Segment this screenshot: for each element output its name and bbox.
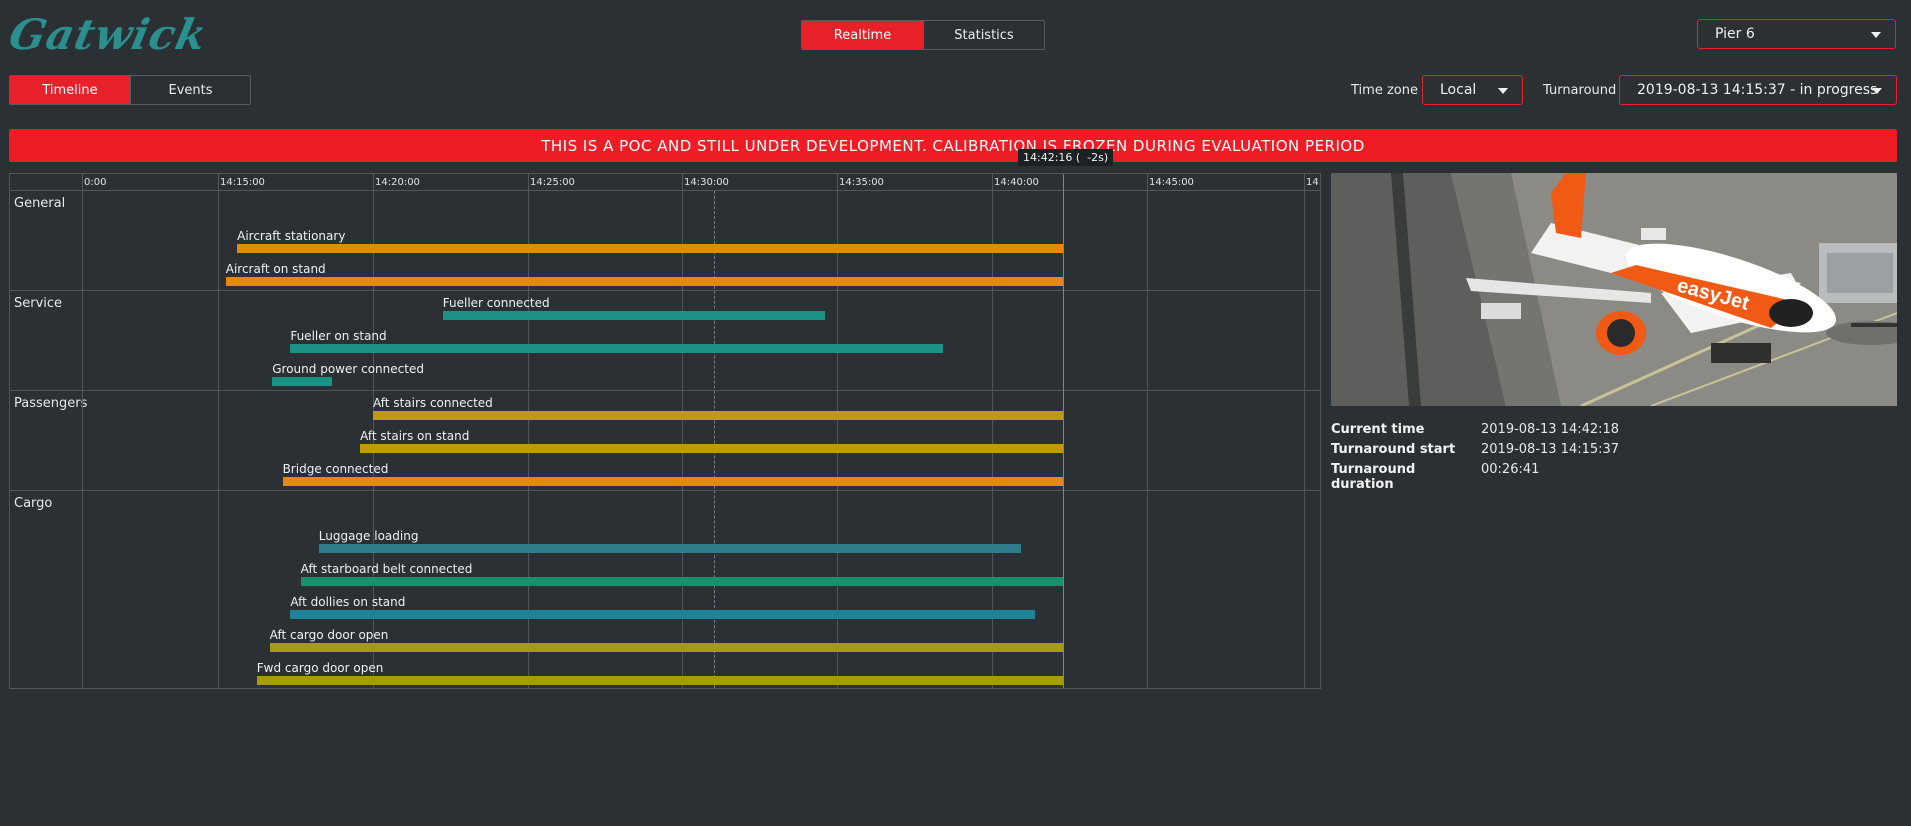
info-key: Current time	[1331, 422, 1425, 437]
current-time-line	[1063, 174, 1065, 688]
info-row-turnaround-duration: Turnaround duration 00:26:41	[1331, 462, 1619, 492]
time-axis	[10, 174, 1320, 191]
event-label: Aft stairs connected	[373, 396, 493, 410]
info-value: 2019-08-13 14:15:37	[1481, 442, 1620, 457]
current-time-tooltip: 14:42:16 ( -2s)	[1018, 149, 1114, 166]
event-bar[interactable]	[318, 544, 1022, 553]
grid-line	[837, 174, 838, 688]
tick-label: 14:20:00	[375, 177, 420, 188]
statistics-button[interactable]: Statistics	[923, 21, 1044, 49]
grid-line	[992, 174, 993, 688]
logo-text: Gatwick	[4, 10, 212, 59]
event-bar[interactable]	[256, 676, 1064, 685]
event-bar[interactable]	[269, 643, 1064, 652]
group-label: Passengers	[14, 396, 88, 411]
event-label: Fueller on stand	[290, 329, 387, 343]
event-bar[interactable]	[442, 311, 826, 320]
event-bar[interactable]	[282, 477, 1064, 486]
realtime-button[interactable]: Realtime	[802, 21, 923, 49]
label-column-divider	[82, 174, 83, 688]
tick-label: 14:30:00	[684, 177, 729, 188]
gatwick-logo: Gatwick	[5, 10, 212, 59]
dashed-marker-line	[714, 191, 715, 688]
tick-label: 14:40:00	[994, 177, 1039, 188]
info-key: Turnaround start	[1331, 442, 1456, 457]
grid-line	[528, 174, 529, 688]
event-bar[interactable]	[225, 277, 1064, 286]
tick-label: 14:15:00	[220, 177, 265, 188]
event-label: Fwd cargo door open	[256, 661, 384, 675]
tick-label: 14:5	[1306, 177, 1320, 188]
grid-line	[682, 174, 683, 688]
event-bar[interactable]	[272, 377, 332, 386]
tick-label: 14:25:00	[530, 177, 575, 188]
event-label: Aft starboard belt connected	[300, 562, 473, 576]
info-value: 2019-08-13 14:42:18	[1481, 422, 1620, 437]
timeline-group-service: Service	[10, 291, 1320, 391]
info-row-current-time: Current time 2019-08-13 14:42:18	[1331, 422, 1619, 442]
grid-line	[1304, 174, 1305, 688]
event-bar[interactable]	[360, 444, 1064, 453]
tick-label: 14:45:00	[1149, 177, 1194, 188]
timezone-label: Time zone	[1351, 83, 1418, 98]
event-label: Aft cargo door open	[269, 628, 389, 642]
info-value: 00:26:41	[1481, 462, 1540, 477]
timeline-group-passengers: Passengers	[10, 391, 1320, 491]
pier-select-value: Pier 6	[1715, 26, 1755, 42]
event-label: Aircraft on stand	[225, 262, 326, 276]
development-banner: THIS IS A POC AND STILL UNDER DEVELOPMEN…	[9, 129, 1897, 162]
event-bar[interactable]	[237, 244, 1064, 253]
pier-select[interactable]: Pier 6	[1697, 19, 1896, 49]
event-label: Aircraft stationary	[237, 229, 346, 243]
grid-line	[218, 174, 219, 688]
event-bar[interactable]	[290, 344, 943, 353]
chevron-down-icon	[1871, 32, 1881, 38]
timezone-select-value: Local	[1440, 82, 1477, 98]
group-label: Cargo	[14, 496, 53, 511]
tick-label: 14:35:00	[839, 177, 884, 188]
events-tab[interactable]: Events	[130, 76, 250, 104]
event-bar[interactable]	[373, 411, 1064, 420]
turnaround-select-value: 2019-08-13 14:15:37 - in progress	[1637, 82, 1878, 98]
timeline-group-general: General	[10, 191, 1320, 291]
chevron-down-icon	[1872, 88, 1882, 94]
turnaround-timeline: 0:00 14:15:00 14:20:00 14:25:00 14:30:00 14:3…	[9, 173, 1321, 689]
group-label: Service	[14, 296, 63, 311]
tick-label: 0:00	[84, 177, 107, 188]
timezone-select[interactable]: Local	[1422, 75, 1523, 105]
chevron-down-icon	[1498, 88, 1508, 94]
turnaround-info: Current time 2019-08-13 14:42:18 Turnaro…	[1331, 422, 1619, 492]
event-bar[interactable]	[290, 610, 1036, 619]
camera-view: easyJet	[1331, 173, 1897, 406]
aircraft-camera-image: easyJet	[1331, 173, 1897, 406]
event-label: Fueller connected	[442, 296, 550, 310]
group-label: General	[14, 196, 66, 211]
info-row-turnaround-start: Turnaround start 2019-08-13 14:15:37	[1331, 442, 1619, 462]
turnaround-select[interactable]: 2019-08-13 14:15:37 - in progress	[1619, 75, 1897, 105]
info-key: Turnaround duration	[1331, 462, 1416, 492]
event-label: Bridge connected	[282, 462, 389, 476]
mode-toggle: Realtime Statistics	[801, 20, 1045, 50]
event-label: Aft dollies on stand	[290, 595, 406, 609]
event-label: Ground power connected	[272, 362, 424, 376]
timeline-group-cargo: Cargo	[10, 491, 1320, 688]
view-toggle: Timeline Events	[9, 75, 251, 105]
grid-line	[373, 174, 374, 688]
event-label: Luggage loading	[318, 529, 419, 543]
turnaround-label: Turnaround	[1543, 83, 1617, 98]
grid-line	[1147, 174, 1148, 688]
timeline-tab[interactable]: Timeline	[10, 76, 130, 104]
event-bar[interactable]	[300, 577, 1064, 586]
event-label: Aft stairs on stand	[360, 429, 470, 443]
